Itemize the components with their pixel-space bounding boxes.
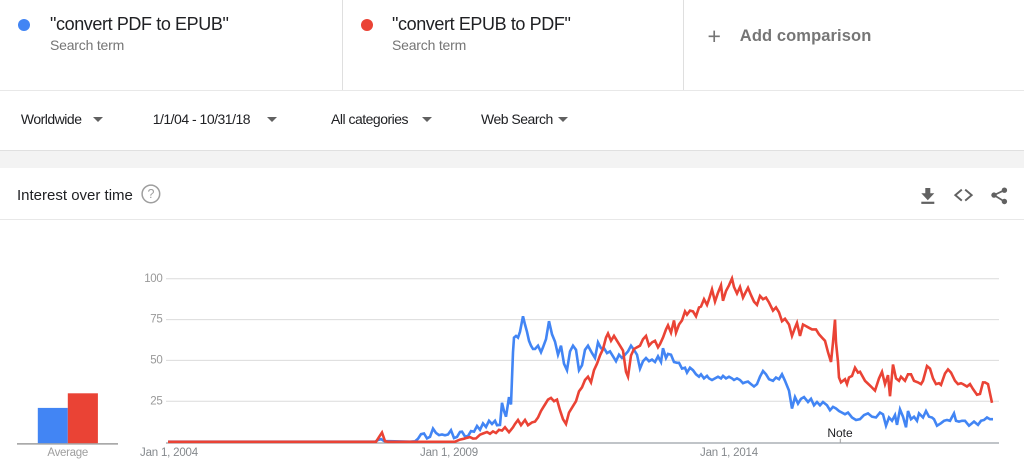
svg-text:Jan 1, 2014: Jan 1, 2014: [700, 447, 759, 459]
svg-text:Jan 1, 2004: Jan 1, 2004: [140, 447, 199, 459]
svg-text:Jan 1, 2009: Jan 1, 2009: [420, 447, 478, 459]
svg-text:100: 100: [144, 273, 162, 285]
svg-text:25: 25: [150, 395, 162, 407]
svg-text:50: 50: [150, 355, 162, 367]
svg-text:Note: Note: [827, 426, 853, 440]
svg-text:75: 75: [150, 314, 162, 326]
svg-text:Average: Average: [47, 447, 88, 459]
